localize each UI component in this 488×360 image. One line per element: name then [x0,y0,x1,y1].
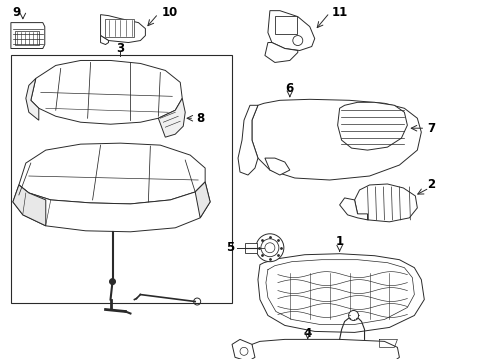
Text: 1: 1 [335,235,343,248]
Text: 2: 2 [427,179,434,192]
Polygon shape [238,105,258,175]
Polygon shape [339,198,367,220]
Text: 7: 7 [427,122,434,135]
Bar [274,15,296,33]
Polygon shape [354,184,416,222]
Polygon shape [264,158,289,175]
Polygon shape [251,99,421,180]
Text: 10: 10 [162,6,178,19]
Polygon shape [101,36,108,45]
Polygon shape [249,339,399,360]
Polygon shape [26,78,39,120]
Polygon shape [101,15,145,42]
Bar [244,243,256,253]
Circle shape [264,243,274,253]
Circle shape [255,234,283,262]
Bar [104,19,134,37]
Polygon shape [264,42,297,62]
Polygon shape [19,143,205,204]
Text: 3: 3 [116,42,124,55]
Text: 11: 11 [331,6,347,19]
Text: 9: 9 [13,6,21,19]
Circle shape [348,310,358,320]
Polygon shape [13,182,210,232]
Polygon shape [11,23,45,49]
Polygon shape [232,339,254,360]
Bar [15,31,39,45]
Circle shape [261,239,278,257]
Polygon shape [267,11,314,50]
Polygon shape [195,182,210,218]
Polygon shape [13,185,46,226]
Text: 4: 4 [303,327,311,340]
Polygon shape [158,98,185,137]
Polygon shape [337,102,407,150]
Bar [11,55,232,302]
Circle shape [109,279,115,285]
Polygon shape [31,60,182,124]
Polygon shape [258,254,424,332]
Text: 6: 6 [285,82,293,95]
Text: 5: 5 [225,241,234,254]
Text: 8: 8 [196,112,204,125]
